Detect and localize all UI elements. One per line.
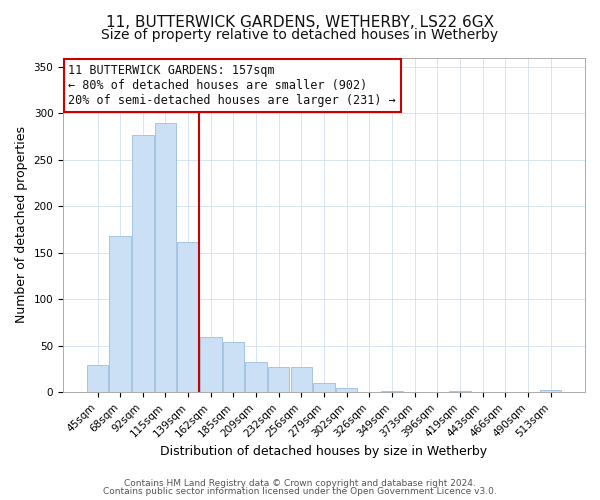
Bar — [200, 336, 221, 392]
Bar — [178, 242, 199, 392]
Y-axis label: Number of detached properties: Number of detached properties — [15, 126, 28, 324]
Text: Contains public sector information licensed under the Open Government Licence v3: Contains public sector information licen… — [103, 487, 497, 496]
Bar — [268, 367, 289, 392]
Bar — [290, 367, 312, 392]
X-axis label: Distribution of detached houses by size in Wetherby: Distribution of detached houses by size … — [160, 444, 488, 458]
Bar — [109, 236, 131, 392]
Bar — [132, 134, 154, 392]
Text: 11, BUTTERWICK GARDENS, WETHERBY, LS22 6GX: 11, BUTTERWICK GARDENS, WETHERBY, LS22 6… — [106, 15, 494, 30]
Text: Size of property relative to detached houses in Wetherby: Size of property relative to detached ho… — [101, 28, 499, 42]
Bar — [540, 390, 561, 392]
Bar — [245, 362, 267, 392]
Text: 11 BUTTERWICK GARDENS: 157sqm
← 80% of detached houses are smaller (902)
20% of : 11 BUTTERWICK GARDENS: 157sqm ← 80% of d… — [68, 64, 396, 107]
Bar — [155, 122, 176, 392]
Bar — [223, 342, 244, 392]
Bar — [313, 383, 335, 392]
Text: Contains HM Land Registry data © Crown copyright and database right 2024.: Contains HM Land Registry data © Crown c… — [124, 478, 476, 488]
Bar — [336, 388, 358, 392]
Bar — [87, 366, 108, 392]
